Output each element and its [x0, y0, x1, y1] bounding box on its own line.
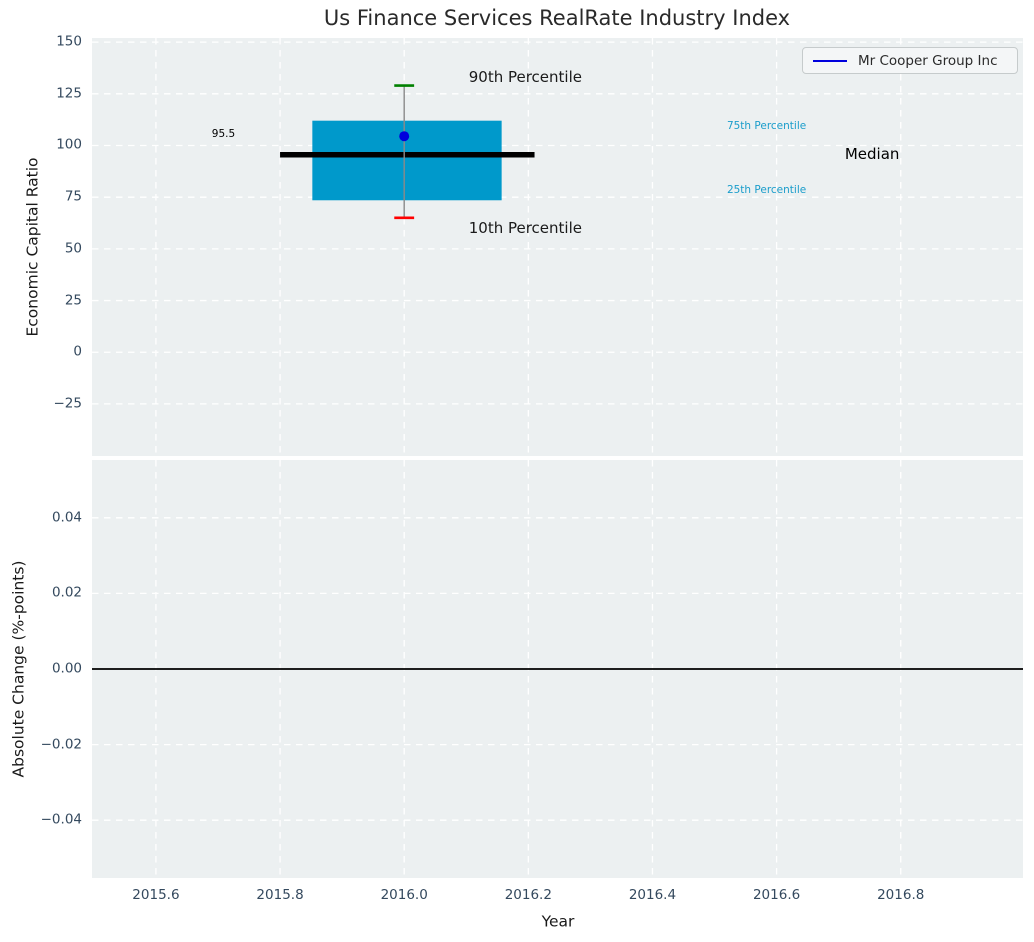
annotation-90th-percentile: 90th Percentile [468, 68, 582, 87]
y-tick-label: 50 [64, 240, 82, 257]
y-tick-label: 0.04 [51, 509, 82, 526]
y-tick-label: 0 [73, 343, 82, 360]
y-tick-label: 25 [64, 291, 82, 308]
chart-title: Us Finance Services RealRate Industry In… [323, 6, 791, 30]
y-tick-label: 150 [56, 33, 82, 50]
axes-economic-capital-ratio [92, 38, 1023, 456]
annotation-95-5: 95.5 [211, 128, 236, 141]
y-tick-label: 0.00 [51, 660, 82, 677]
plot-area-top [92, 38, 1023, 456]
y-tick-label: 100 [56, 136, 82, 153]
annotation-75th-percentile: 75th Percentile [726, 120, 807, 133]
annotation-median: Median [844, 144, 900, 163]
y-tick-label: −0.04 [40, 811, 82, 828]
legend: Mr Cooper Group Inc [802, 47, 1018, 74]
x-axis-label: Year [541, 912, 575, 931]
y-tick-label: 0.02 [51, 584, 82, 601]
x-tick-label: 2016.4 [628, 887, 677, 903]
y-tick-label: −0.02 [40, 735, 82, 752]
legend-label: Mr Cooper Group Inc [858, 52, 998, 69]
y-tick-label: −25 [53, 395, 83, 412]
y-tick-label: 75 [64, 188, 82, 205]
axes-absolute-change [92, 460, 1023, 878]
x-tick-label: 2016.8 [877, 887, 925, 903]
annotation-10th-percentile: 10th Percentile [468, 218, 582, 237]
legend-line-sample [813, 59, 847, 62]
x-tick-label: 2016.2 [504, 887, 552, 903]
x-tick-label: 2016.0 [380, 887, 428, 903]
y-tick-label: 125 [56, 85, 82, 102]
x-tick-label: 2015.6 [132, 887, 180, 903]
plot-area-bottom [92, 460, 1023, 878]
company-value-marker [399, 131, 410, 142]
x-tick-label: 2016.6 [752, 887, 801, 903]
x-tick-label: 2015.8 [256, 887, 304, 903]
annotation-25th-percentile: 25th Percentile [726, 184, 807, 197]
